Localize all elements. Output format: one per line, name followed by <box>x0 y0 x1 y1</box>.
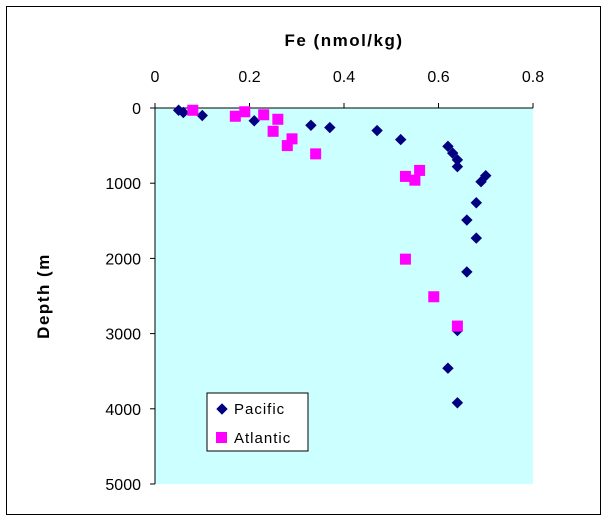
x-tick-label: 0.6 <box>427 69 449 86</box>
data-point-atlantic <box>409 174 421 186</box>
data-point-atlantic <box>286 133 298 145</box>
data-point-atlantic <box>239 106 251 118</box>
data-series <box>172 104 492 409</box>
y-tick-label: 5000 <box>105 477 141 494</box>
data-point-pacific <box>196 109 208 122</box>
data-point-atlantic <box>281 140 293 152</box>
legend-label-atlantic: Atlantic <box>234 430 291 447</box>
data-point-pacific <box>446 147 459 159</box>
series-pacific <box>172 104 492 409</box>
data-point-atlantic <box>399 170 411 182</box>
data-point-atlantic <box>399 253 411 265</box>
data-point-atlantic <box>267 125 279 137</box>
x-tick-label: 0.4 <box>333 69 355 86</box>
data-point-atlantic <box>451 320 463 332</box>
data-point-pacific <box>248 115 260 127</box>
y-tick-label: 2000 <box>105 251 141 268</box>
data-point-pacific <box>394 133 407 146</box>
data-point-pacific <box>461 266 473 278</box>
data-point-pacific <box>451 160 464 173</box>
data-point-pacific <box>324 121 336 134</box>
data-point-pacific <box>442 140 454 153</box>
data-point-atlantic <box>414 164 426 176</box>
data-point-pacific <box>371 124 383 137</box>
data-point-atlantic <box>187 104 199 116</box>
data-point-pacific <box>442 362 454 374</box>
data-point-pacific <box>305 119 317 132</box>
data-point-atlantic <box>428 291 440 303</box>
x-tick-label: 0.8 <box>522 69 544 86</box>
data-point-atlantic <box>272 113 284 125</box>
x-tick-label: 0 <box>151 69 160 86</box>
data-point-pacific <box>451 397 464 409</box>
legend-atlantic-square-marker <box>216 432 227 443</box>
legend: Pacific Atlantic <box>206 392 309 452</box>
data-point-atlantic <box>229 110 241 122</box>
x-axis-title: Fe (nmol/kg) <box>284 31 403 50</box>
data-point-pacific <box>470 197 483 209</box>
y-tick-label: 4000 <box>105 402 141 419</box>
data-point-pacific <box>475 175 487 188</box>
y-tick-label: 3000 <box>105 327 141 344</box>
data-point-pacific <box>177 106 190 119</box>
y-axis-title: Depth (m <box>34 253 53 339</box>
legend-label-pacific: Pacific <box>234 401 285 418</box>
y-tick-label: 0 <box>132 101 141 118</box>
data-point-pacific <box>480 169 492 182</box>
x-axis-ticks: 0 0.2 0.4 0.6 0.8 <box>151 69 544 108</box>
data-point-pacific <box>470 232 483 244</box>
y-axis-ticks: 0 1000 2000 3000 4000 5000 <box>105 101 155 494</box>
x-tick-label: 0.2 <box>238 69 260 86</box>
series-atlantic <box>187 104 463 332</box>
legend-pacific-diamond-marker <box>216 403 228 415</box>
data-point-pacific <box>461 214 473 226</box>
y-tick-label: 1000 <box>105 176 141 193</box>
data-point-atlantic <box>310 148 322 160</box>
data-point-atlantic <box>258 109 270 121</box>
